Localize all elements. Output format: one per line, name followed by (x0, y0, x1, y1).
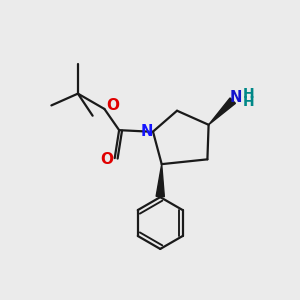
Text: H: H (242, 95, 254, 109)
Text: N: N (140, 124, 153, 139)
Text: O: O (106, 98, 119, 113)
Polygon shape (156, 164, 164, 197)
Text: N: N (230, 90, 242, 105)
Text: O: O (100, 152, 113, 167)
Text: H: H (242, 87, 254, 101)
Polygon shape (208, 98, 236, 125)
